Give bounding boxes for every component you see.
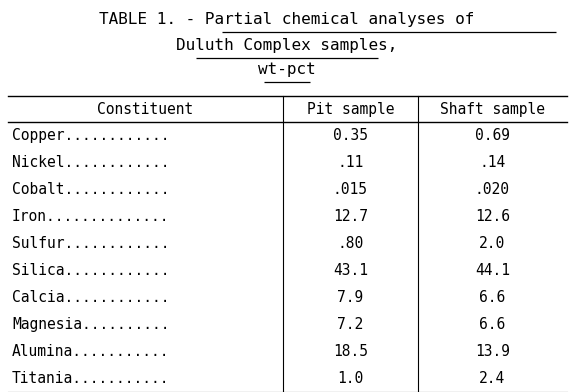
Text: wt-pct: wt-pct: [258, 62, 316, 77]
Text: .020: .020: [475, 182, 510, 197]
Text: 18.5: 18.5: [333, 344, 368, 359]
Text: .015: .015: [333, 182, 368, 197]
Text: Duluth Complex samples,: Duluth Complex samples,: [177, 38, 398, 53]
Text: Pit sample: Pit sample: [306, 102, 394, 116]
Text: 43.1: 43.1: [333, 263, 368, 278]
Text: 6.6: 6.6: [480, 290, 505, 305]
Text: TABLE 1. - Partial chemical analyses of: TABLE 1. - Partial chemical analyses of: [99, 12, 475, 27]
Text: Calcia............: Calcia............: [12, 290, 170, 305]
Text: 13.9: 13.9: [475, 344, 510, 359]
Text: 7.9: 7.9: [338, 290, 363, 305]
Text: 0.69: 0.69: [475, 128, 510, 143]
Text: Copper............: Copper............: [12, 128, 170, 143]
Text: Titania...........: Titania...........: [12, 371, 170, 386]
Text: Magnesia..........: Magnesia..........: [12, 317, 170, 332]
Text: 2.4: 2.4: [480, 371, 505, 386]
Text: 12.7: 12.7: [333, 209, 368, 224]
Text: .80: .80: [338, 236, 363, 251]
Text: 7.2: 7.2: [338, 317, 363, 332]
Text: Sulfur............: Sulfur............: [12, 236, 170, 251]
Text: Nickel............: Nickel............: [12, 155, 170, 170]
Text: 0.35: 0.35: [333, 128, 368, 143]
Text: 44.1: 44.1: [475, 263, 510, 278]
Text: .14: .14: [480, 155, 505, 170]
Text: Shaft sample: Shaft sample: [440, 102, 545, 116]
Text: Alumina...........: Alumina...........: [12, 344, 170, 359]
Text: Iron..............: Iron..............: [12, 209, 170, 224]
Text: .11: .11: [338, 155, 363, 170]
Text: 6.6: 6.6: [480, 317, 505, 332]
Text: 1.0: 1.0: [338, 371, 363, 386]
Text: Constituent: Constituent: [97, 102, 194, 116]
Text: 12.6: 12.6: [475, 209, 510, 224]
Text: Silica............: Silica............: [12, 263, 170, 278]
Text: Cobalt............: Cobalt............: [12, 182, 170, 197]
Text: 2.0: 2.0: [480, 236, 505, 251]
